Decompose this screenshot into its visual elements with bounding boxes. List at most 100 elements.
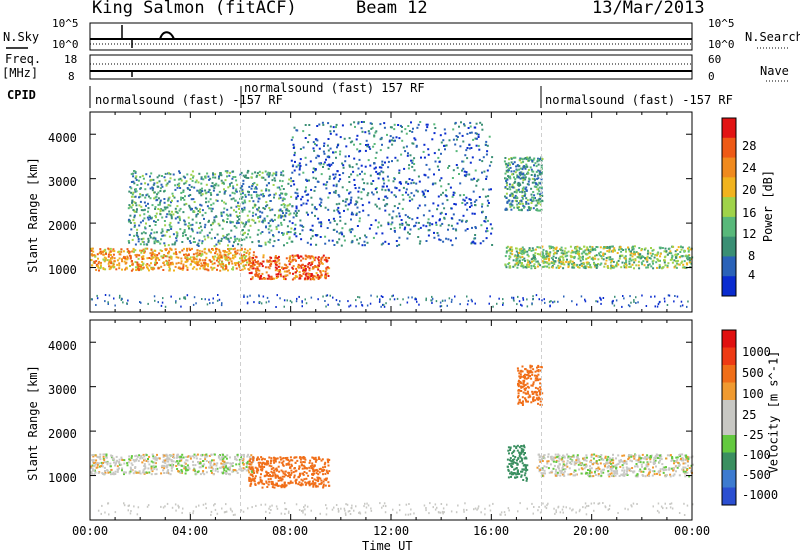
p1-cell-r5 <box>335 123 338 126</box>
p1-cell-r3 <box>507 249 510 252</box>
p1-cell-r5 <box>408 178 411 180</box>
p1-cell-r5 <box>466 202 469 204</box>
p2-cell-r0 <box>104 471 107 474</box>
p2-cell-r1 <box>251 466 254 469</box>
p2-cell-r0 <box>150 465 153 468</box>
p2-cell-r0 <box>135 454 138 457</box>
p1-cell-r2 <box>149 234 151 237</box>
p1-cell-r5 <box>407 182 410 185</box>
p1-cell-r2 <box>165 215 168 218</box>
p1-cell-r2 <box>229 171 232 174</box>
p1-cell-r0 <box>225 265 228 268</box>
p1-cell-r5 <box>401 207 404 210</box>
p1-cell-r5 <box>337 194 340 196</box>
p1-cell-r0 <box>222 264 225 267</box>
p1-cell-r1 <box>277 269 280 272</box>
p2-cell-r1 <box>270 457 273 460</box>
p1-cell-r5 <box>314 138 317 141</box>
p2-cell-r1 <box>317 480 320 483</box>
p1-cell-r3 <box>643 264 646 267</box>
p1-cell-r3 <box>593 261 595 264</box>
p1-cell-r5 <box>463 174 466 177</box>
p1-cell-r4 <box>513 170 516 173</box>
p1-ground-cell <box>532 298 534 301</box>
p1-cell-r3 <box>555 246 558 249</box>
p1-cell-r2 <box>219 173 222 176</box>
p1-cell-r5 <box>293 233 296 236</box>
p1-cell-r3 <box>564 252 567 255</box>
p1-cell-r2 <box>262 195 265 197</box>
p1-ground-cell <box>435 300 438 303</box>
p1-cell-r4 <box>528 177 531 180</box>
p1-cell-r2 <box>156 193 159 196</box>
p1-cell-r3 <box>584 249 587 252</box>
p1-cell-r3 <box>512 259 515 262</box>
p2-cell-r0 <box>163 461 166 464</box>
p2-cell-r0 <box>180 469 183 471</box>
p1-cell-r5 <box>465 219 468 222</box>
p2-cell-r0 <box>91 464 94 467</box>
p1-cell-r0 <box>186 268 189 271</box>
p1-cell-r5 <box>486 169 489 172</box>
p1-cell-r4 <box>509 166 512 169</box>
p1-cell-r3 <box>584 252 587 255</box>
p2-cell-r0 <box>240 454 243 456</box>
p2-cell-r0 <box>98 456 101 459</box>
p1-cell-r2 <box>272 184 275 186</box>
p1-cell-r2 <box>139 200 142 203</box>
p1-cell-r2 <box>188 184 191 187</box>
p1-ground-cell <box>633 299 635 302</box>
p2-cell-r0 <box>163 472 166 474</box>
p2-cell-r0 <box>102 453 105 456</box>
p2-cell-r0 <box>236 453 239 456</box>
p1-cell-r1 <box>300 266 303 269</box>
p2-cell-r0 <box>91 459 94 462</box>
p1-cell-r0 <box>141 264 144 266</box>
p1-cell-r5 <box>378 172 381 175</box>
p1-cell-r4 <box>518 206 520 209</box>
p1-cell-r5 <box>485 230 488 233</box>
p1-ground-cell <box>571 300 573 303</box>
p2-cell-r0 <box>94 463 97 466</box>
p2-cell-r1 <box>288 482 291 485</box>
p1-cell-r0 <box>111 265 114 268</box>
p1-cell-r3 <box>562 256 565 259</box>
p1-cell-r0 <box>191 247 193 250</box>
p1-cell-r5 <box>413 157 416 160</box>
p1-ground-cell <box>441 299 444 302</box>
p1-cell-r0 <box>223 251 226 254</box>
p1-cell-r5 <box>296 212 298 215</box>
p2-cell-r0 <box>134 467 137 469</box>
p2-cell-r0 <box>119 463 122 466</box>
p1-cell-r2 <box>138 224 141 227</box>
p1-cell-r2 <box>286 225 289 228</box>
p1-ground-cell <box>663 297 666 300</box>
p1-cell-r5 <box>336 223 339 226</box>
p1-cell-r0 <box>100 252 103 255</box>
p1-cell-r2 <box>190 173 193 176</box>
p1-cell-r3 <box>515 247 517 250</box>
p1-cell-r2 <box>163 201 166 204</box>
p1-cell-r5 <box>391 217 394 220</box>
p1-cell-r4 <box>506 200 509 203</box>
p1-ground-cell <box>108 294 111 297</box>
p1-cell-r1 <box>266 277 269 280</box>
p1-cell-r5 <box>382 198 385 201</box>
p2-cell-r0 <box>114 464 117 467</box>
p1-cell-r3 <box>562 259 565 261</box>
p1-cell-r5 <box>315 243 318 246</box>
p1-cell-r2 <box>244 201 247 204</box>
p2-cell-r1 <box>271 471 274 474</box>
p1-ground-cell <box>622 295 624 297</box>
p1-cell-r2 <box>213 219 216 222</box>
p1-cell-r2 <box>270 218 273 221</box>
p1-cell-r2 <box>154 224 157 226</box>
p1-ground-cell <box>531 302 533 305</box>
p1-cell-r3 <box>589 263 592 266</box>
p1-cell-r2 <box>182 234 184 237</box>
p1-cell-r5 <box>411 198 414 201</box>
nsearch-tick-min: 10^0 <box>708 38 735 51</box>
p1-cell-r2 <box>145 222 147 225</box>
p1-cell-r2 <box>135 190 138 193</box>
p2-cell-r0 <box>101 465 104 468</box>
